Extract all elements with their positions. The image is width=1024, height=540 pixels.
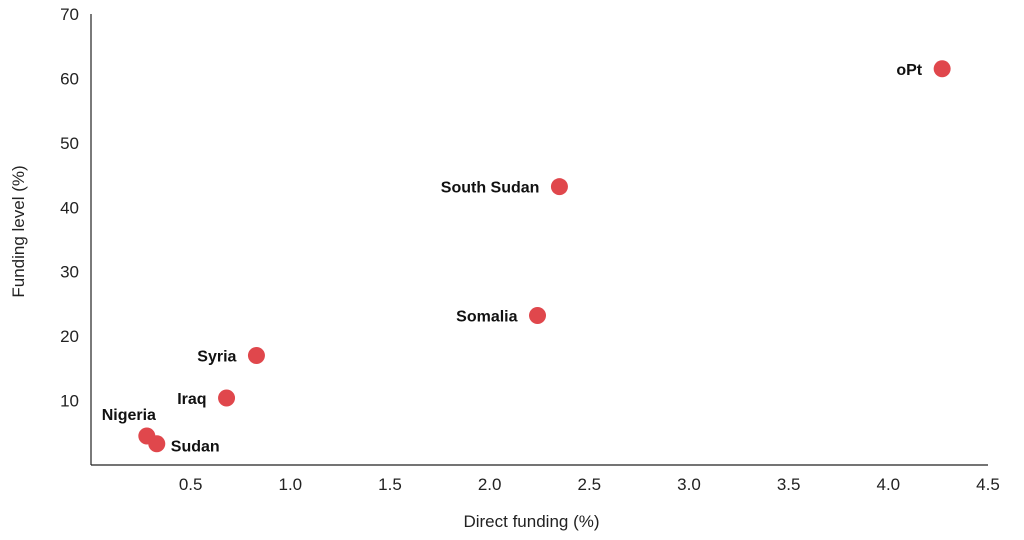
data-point-label: Syria [197, 348, 236, 365]
x-tick-label: 4.0 [877, 475, 901, 494]
x-tick-label: 2.0 [478, 475, 502, 494]
y-tick-label: 70 [60, 5, 79, 24]
data-point [247, 346, 265, 364]
data-point [218, 389, 236, 407]
data-point-label: South Sudan [441, 180, 540, 197]
y-tick-label: 60 [60, 69, 79, 88]
data-point-label: Somalia [456, 309, 517, 326]
y-tick-label: 20 [60, 327, 79, 346]
data-point [933, 60, 951, 78]
data-point [148, 435, 166, 453]
data-point [529, 307, 547, 325]
data-point-label: Nigeria [102, 407, 156, 424]
data-point [550, 178, 568, 196]
x-axis-ticks: 0.5 1.0 1.5 2.0 2.5 3.0 3.5 4.0 4.5 [179, 475, 1000, 494]
x-tick-label: 3.5 [777, 475, 801, 494]
x-axis-title: Direct funding (%) [463, 512, 599, 531]
x-tick-label: 1.0 [279, 475, 303, 494]
y-tick-label: 10 [60, 392, 79, 411]
x-tick-label: 2.5 [578, 475, 602, 494]
x-tick-label: 0.5 [179, 475, 203, 494]
data-point-label: Iraq [177, 391, 206, 408]
y-axis-title: Funding level (%) [9, 165, 28, 297]
y-axis-ticks: 10 20 30 40 50 60 70 [60, 5, 79, 411]
y-tick-label: 50 [60, 134, 79, 153]
x-tick-label: 4.5 [976, 475, 1000, 494]
data-point-label: Sudan [171, 439, 220, 456]
x-tick-label: 3.0 [677, 475, 701, 494]
data-point-label: oPt [896, 62, 922, 79]
x-tick-label: 1.5 [378, 475, 402, 494]
y-tick-label: 30 [60, 263, 79, 282]
data-points: oPt South Sudan Somalia Syria Iraq Nigeria Sud… [102, 60, 951, 456]
y-tick-label: 40 [60, 198, 79, 217]
axes [90, 14, 988, 466]
